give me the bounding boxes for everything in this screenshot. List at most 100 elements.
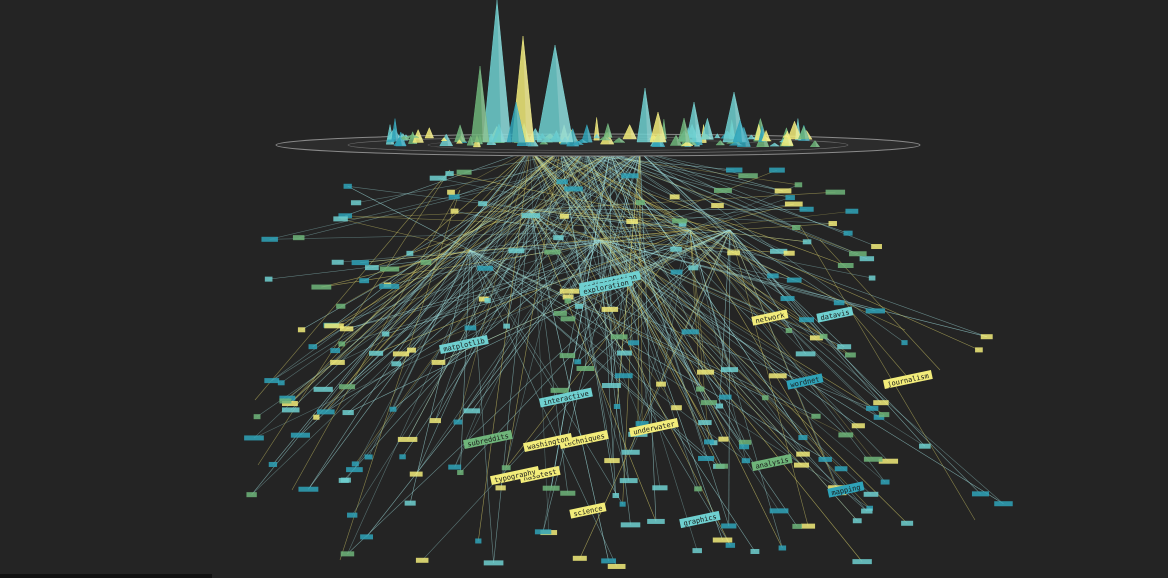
node-box[interactable] [453, 419, 463, 425]
node-label[interactable]: analysis [751, 453, 793, 472]
node-box[interactable] [342, 410, 354, 416]
node-box[interactable] [364, 265, 379, 271]
node-box[interactable] [975, 347, 983, 353]
node-box[interactable] [313, 386, 333, 392]
node-box[interactable] [635, 421, 649, 427]
node-box[interactable] [292, 235, 305, 241]
node-box[interactable] [264, 276, 273, 282]
node-box[interactable] [359, 278, 370, 284]
node-box[interactable] [825, 189, 846, 195]
node-box[interactable] [404, 500, 416, 506]
node-box[interactable] [878, 458, 899, 464]
node-box[interactable] [670, 246, 682, 252]
node-box[interactable] [450, 208, 459, 214]
node-box[interactable] [613, 403, 621, 409]
node-box[interactable] [786, 277, 802, 283]
node-box[interactable] [340, 477, 351, 483]
node-box[interactable] [799, 206, 814, 212]
node-box[interactable] [447, 189, 455, 195]
node-box[interactable] [696, 386, 705, 392]
node-box[interactable] [399, 454, 406, 460]
node-box[interactable] [614, 373, 633, 379]
node-box[interactable] [834, 466, 848, 472]
node-box[interactable] [316, 409, 335, 415]
node-box[interactable] [559, 288, 580, 294]
node-box[interactable] [698, 455, 715, 461]
node-box[interactable] [619, 478, 638, 484]
node-box[interactable] [308, 344, 318, 350]
node-box[interactable] [559, 213, 569, 219]
node-box[interactable] [298, 486, 319, 492]
node-box[interactable] [721, 523, 737, 529]
node-box[interactable] [572, 555, 587, 561]
node-box[interactable] [350, 200, 362, 206]
node-box[interactable] [351, 260, 369, 266]
node-box[interactable] [796, 451, 810, 457]
node-box[interactable] [564, 298, 571, 304]
node-box[interactable] [698, 420, 712, 426]
node-box[interactable] [866, 505, 874, 511]
node-box[interactable] [616, 350, 632, 356]
node-label[interactable]: underwater [628, 418, 679, 438]
node-box[interactable] [264, 378, 280, 384]
node-box[interactable] [391, 361, 402, 367]
node-box[interactable] [340, 551, 355, 557]
node-box[interactable] [445, 171, 454, 177]
node-box[interactable] [560, 490, 576, 496]
node-box[interactable] [478, 296, 489, 302]
node-box[interactable] [574, 303, 583, 309]
node-box[interactable] [246, 492, 257, 498]
node-box[interactable] [901, 340, 908, 346]
node-box[interactable] [738, 439, 752, 445]
node-box[interactable] [811, 413, 821, 419]
node-box[interactable] [785, 195, 795, 201]
node-box[interactable] [792, 224, 801, 230]
node-box[interactable] [774, 188, 792, 194]
node-label[interactable]: mapping [827, 481, 865, 498]
node-box[interactable] [559, 353, 576, 359]
node-box[interactable] [769, 167, 785, 173]
node-box[interactable] [347, 512, 358, 518]
node-box[interactable] [670, 269, 683, 275]
node-box[interactable] [819, 333, 828, 339]
node-box[interactable] [382, 331, 390, 337]
node-box[interactable] [574, 359, 582, 365]
node-box[interactable] [553, 235, 564, 241]
node-box[interactable] [556, 179, 568, 185]
node-box[interactable] [647, 518, 665, 524]
node-box[interactable] [261, 236, 278, 242]
node-box[interactable] [601, 558, 617, 564]
node-box[interactable] [980, 334, 993, 340]
node-box[interactable] [560, 316, 576, 322]
node-box[interactable] [501, 465, 511, 471]
node-box[interactable] [576, 366, 595, 372]
node-box[interactable] [720, 367, 739, 373]
node-box[interactable] [268, 461, 278, 467]
node-box[interactable] [544, 249, 561, 255]
node-box[interactable] [861, 508, 873, 514]
node-box[interactable] [671, 405, 682, 411]
node-box[interactable] [696, 369, 715, 375]
node-box[interactable] [420, 259, 432, 265]
node-box[interactable] [901, 520, 914, 526]
node-box[interactable] [871, 244, 882, 250]
node-box[interactable] [681, 329, 699, 335]
node-box[interactable] [448, 194, 460, 200]
node-box[interactable] [279, 395, 296, 401]
node-box[interactable] [562, 294, 574, 300]
node-box[interactable] [343, 183, 352, 189]
node-box[interactable] [392, 351, 410, 357]
node-box[interactable] [802, 239, 812, 245]
node-box[interactable] [971, 491, 990, 497]
node-box[interactable] [406, 250, 414, 256]
node-box[interactable] [346, 467, 363, 473]
node-box[interactable] [457, 470, 464, 476]
node-box[interactable] [339, 384, 356, 390]
node-box[interactable] [715, 463, 728, 469]
node-box[interactable] [863, 491, 879, 497]
node-box[interactable] [364, 454, 373, 460]
node-box[interactable] [484, 297, 491, 303]
node-box[interactable] [868, 275, 876, 281]
node-box[interactable] [330, 348, 341, 354]
node-box[interactable] [669, 194, 680, 200]
